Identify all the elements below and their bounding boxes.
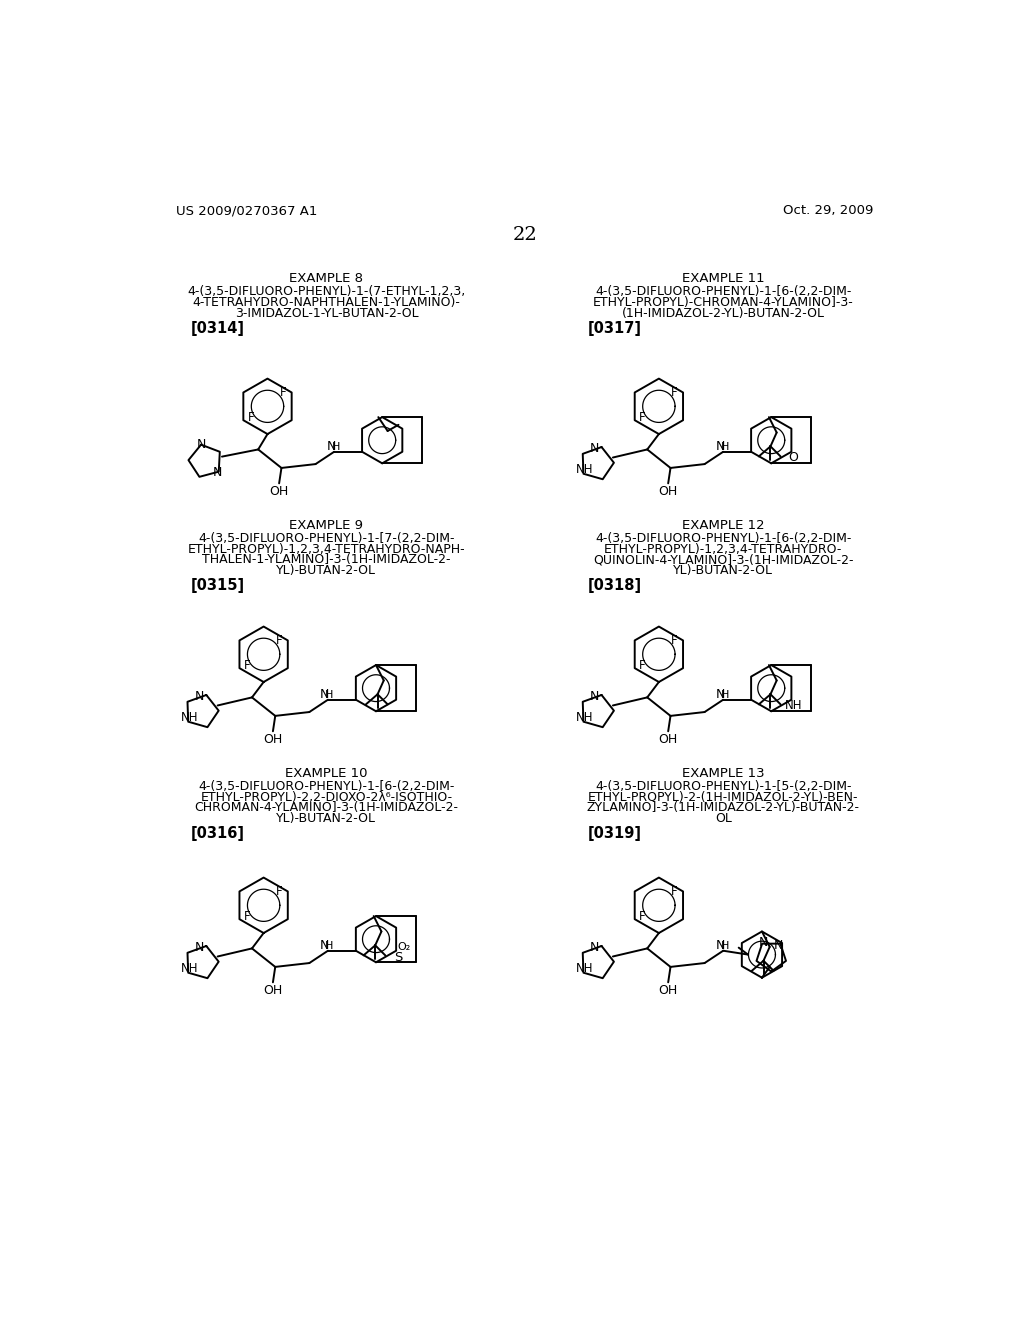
Text: F: F <box>248 411 255 424</box>
Text: N: N <box>716 440 725 453</box>
Text: F: F <box>671 385 678 399</box>
Text: N: N <box>195 941 204 954</box>
Text: EXAMPLE 13: EXAMPLE 13 <box>682 767 765 780</box>
Text: ETHYL-PROPYL)-2,2-DIOXO-2λ⁶-ISOTHIO-: ETHYL-PROPYL)-2,2-DIOXO-2λ⁶-ISOTHIO- <box>201 791 453 804</box>
Text: EXAMPLE 12: EXAMPLE 12 <box>682 519 765 532</box>
Text: US 2009/0270367 A1: US 2009/0270367 A1 <box>176 205 317 218</box>
Text: H: H <box>721 442 729 453</box>
Text: F: F <box>671 884 678 898</box>
Text: [0315]: [0315] <box>190 578 245 593</box>
Text: YL)-BUTAN-2-OL: YL)-BUTAN-2-OL <box>276 812 377 825</box>
Text: 3-IMIDAZOL-1-YL-BUTAN-2-OL: 3-IMIDAZOL-1-YL-BUTAN-2-OL <box>234 308 418 319</box>
Text: O₂: O₂ <box>397 942 411 952</box>
Text: N: N <box>213 466 222 479</box>
Text: N: N <box>716 939 725 952</box>
Text: ETHYL-PROPYL)-2-(1H-IMIDAZOL-2-YL)-BEN-: ETHYL-PROPYL)-2-(1H-IMIDAZOL-2-YL)-BEN- <box>588 791 858 804</box>
Text: OH: OH <box>658 983 678 997</box>
Text: NH: NH <box>575 463 593 477</box>
Text: EXAMPLE 11: EXAMPLE 11 <box>682 272 765 285</box>
Text: N: N <box>759 936 768 949</box>
Text: NH: NH <box>180 711 198 723</box>
Text: N: N <box>590 941 599 954</box>
Text: F: F <box>244 659 251 672</box>
Text: N: N <box>590 442 599 455</box>
Text: [0317]: [0317] <box>588 321 642 335</box>
Text: 4-(3,5-DIFLUORO-PHENYL)-1-[6-(2,2-DIM-: 4-(3,5-DIFLUORO-PHENYL)-1-[6-(2,2-DIM- <box>595 532 851 545</box>
Text: H: H <box>326 941 334 952</box>
Text: 4-(3,5-DIFLUORO-PHENYL)-1-[6-(2,2-DIM-: 4-(3,5-DIFLUORO-PHENYL)-1-[6-(2,2-DIM- <box>595 285 851 298</box>
Text: 4-(3,5-DIFLUORO-PHENYL)-1-[7-(2,2-DIM-: 4-(3,5-DIFLUORO-PHENYL)-1-[7-(2,2-DIM- <box>199 532 455 545</box>
Text: [0319]: [0319] <box>588 826 642 841</box>
Text: NH: NH <box>575 962 593 975</box>
Text: CHROMAN-4-YLAMINO]-3-(1H-IMIDAZOL-2-: CHROMAN-4-YLAMINO]-3-(1H-IMIDAZOL-2- <box>195 801 459 814</box>
Text: F: F <box>275 634 283 647</box>
Text: N: N <box>590 690 599 704</box>
Text: N: N <box>327 440 336 453</box>
Text: N: N <box>321 939 330 952</box>
Text: YL)-BUTAN-2-OL: YL)-BUTAN-2-OL <box>276 564 377 577</box>
Text: [0314]: [0314] <box>190 321 245 335</box>
Text: ZYLAMINO]-3-(1H-IMIDAZOL-2-YL)-BUTAN-2-: ZYLAMINO]-3-(1H-IMIDAZOL-2-YL)-BUTAN-2- <box>587 801 860 814</box>
Text: YL)-BUTAN-2-OL: YL)-BUTAN-2-OL <box>673 564 773 577</box>
Text: N: N <box>773 939 782 952</box>
Text: 4-(3,5-DIFLUORO-PHENYL)-1-(7-ETHYL-1,2,3,: 4-(3,5-DIFLUORO-PHENYL)-1-(7-ETHYL-1,2,3… <box>187 285 466 298</box>
Text: QUINOLIN-4-YLAMINO]-3-(1H-IMIDAZOL-2-: QUINOLIN-4-YLAMINO]-3-(1H-IMIDAZOL-2- <box>593 553 853 566</box>
Text: F: F <box>671 634 678 647</box>
Text: H: H <box>332 442 340 453</box>
Text: [0316]: [0316] <box>190 826 245 841</box>
Text: ETHYL-PROPYL)-CHROMAN-4-YLAMINO]-3-: ETHYL-PROPYL)-CHROMAN-4-YLAMINO]-3- <box>593 296 854 309</box>
Text: O: O <box>788 450 799 463</box>
Text: 4-(3,5-DIFLUORO-PHENYL)-1-[5-(2,2-DIM-: 4-(3,5-DIFLUORO-PHENYL)-1-[5-(2,2-DIM- <box>595 780 851 793</box>
Text: (1H-IMIDAZOL-2-YL)-BUTAN-2-OL: (1H-IMIDAZOL-2-YL)-BUTAN-2-OL <box>622 308 824 319</box>
Text: 4-(3,5-DIFLUORO-PHENYL)-1-[6-(2,2-DIM-: 4-(3,5-DIFLUORO-PHENYL)-1-[6-(2,2-DIM- <box>199 780 455 793</box>
Text: S: S <box>394 952 402 964</box>
Text: OL: OL <box>715 812 731 825</box>
Text: F: F <box>280 385 287 399</box>
Text: ETHYL-PROPYL)-1,2,3,4-TETRAHYDRO-NAPH-: ETHYL-PROPYL)-1,2,3,4-TETRAHYDRO-NAPH- <box>187 543 465 556</box>
Text: 22: 22 <box>512 227 538 244</box>
Text: OH: OH <box>263 983 283 997</box>
Text: NH: NH <box>180 962 198 975</box>
Text: OH: OH <box>658 484 678 498</box>
Text: N: N <box>198 438 207 451</box>
Text: EXAMPLE 9: EXAMPLE 9 <box>290 519 364 532</box>
Text: N: N <box>321 688 330 701</box>
Text: F: F <box>639 411 646 424</box>
Text: F: F <box>244 909 251 923</box>
Text: H: H <box>326 690 334 700</box>
Text: 4-TETRAHYDRO-NAPHTHALEN-1-YLAMINO)-: 4-TETRAHYDRO-NAPHTHALEN-1-YLAMINO)- <box>193 296 461 309</box>
Text: F: F <box>275 884 283 898</box>
Text: N: N <box>716 688 725 701</box>
Text: EXAMPLE 10: EXAMPLE 10 <box>285 767 368 780</box>
Text: F: F <box>639 909 646 923</box>
Text: Oct. 29, 2009: Oct. 29, 2009 <box>783 205 873 218</box>
Text: NH: NH <box>785 698 803 711</box>
Text: OH: OH <box>269 484 289 498</box>
Text: F: F <box>639 659 646 672</box>
Text: H: H <box>721 690 729 700</box>
Text: [0318]: [0318] <box>588 578 642 593</box>
Text: H: H <box>721 941 729 952</box>
Text: EXAMPLE 8: EXAMPLE 8 <box>290 272 364 285</box>
Text: OH: OH <box>263 733 283 746</box>
Text: OH: OH <box>658 733 678 746</box>
Text: N: N <box>195 690 204 704</box>
Text: ETHYL-PROPYL)-1,2,3,4-TETRAHYDRO-: ETHYL-PROPYL)-1,2,3,4-TETRAHYDRO- <box>604 543 843 556</box>
Text: NH: NH <box>575 711 593 723</box>
Text: THALEN-1-YLAMINO]-3-(1H-IMIDAZOL-2-: THALEN-1-YLAMINO]-3-(1H-IMIDAZOL-2- <box>202 553 451 566</box>
